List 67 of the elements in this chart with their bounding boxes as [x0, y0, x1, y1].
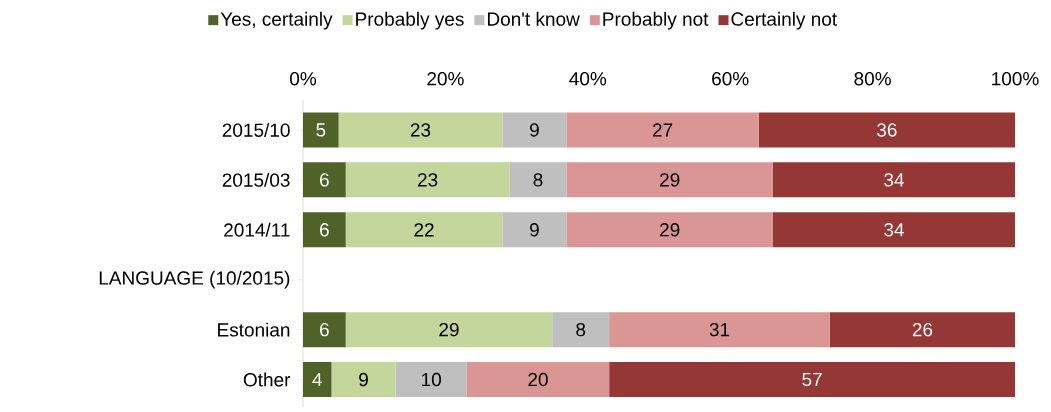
- data-label: 34: [884, 223, 904, 237]
- data-label: 23: [418, 173, 438, 187]
- data-label: 8: [576, 322, 586, 337]
- bar: [303, 162, 346, 198]
- bar: [566, 212, 773, 248]
- bar: [303, 312, 346, 348]
- data-label: 20: [528, 372, 548, 387]
- legend-label: Probably yes: [356, 11, 464, 30]
- bar: [566, 162, 773, 198]
- bar: [609, 362, 1016, 398]
- bar: [758, 112, 1016, 148]
- data-label: 29: [439, 322, 459, 337]
- data-label: 36: [877, 123, 897, 137]
- y-tick-label: Estonian: [218, 322, 290, 337]
- y-tick-label: Other: [243, 372, 291, 387]
- data-label: 10: [422, 372, 441, 387]
- data-label: 6: [320, 322, 329, 337]
- bar: [345, 162, 510, 198]
- data-label: 9: [359, 372, 368, 387]
- bar: [331, 362, 396, 398]
- x-tick-label: 20%: [427, 72, 464, 86]
- bar: [395, 362, 467, 398]
- bar: [338, 112, 503, 148]
- data-label: 6: [320, 223, 329, 237]
- bar: [303, 212, 346, 248]
- bar: [552, 312, 610, 348]
- data-label: 9: [530, 223, 539, 237]
- bar: [303, 112, 339, 148]
- legend-label: Certainly not: [731, 11, 837, 30]
- data-label: 4: [312, 373, 322, 387]
- x-tick-label: 80%: [854, 72, 891, 86]
- x-tick-label: 100%: [992, 72, 1039, 86]
- data-label: 8: [533, 173, 543, 187]
- bar: [345, 212, 503, 248]
- data-label: 26: [912, 322, 933, 337]
- bar: [509, 162, 567, 198]
- y-tick-label: 2015/03: [222, 172, 290, 187]
- data-label: 27: [652, 123, 673, 137]
- bar: [566, 112, 759, 148]
- data-label: 6: [320, 173, 329, 187]
- legend-label: Yes, certainly: [220, 11, 333, 30]
- data-label: 23: [410, 123, 431, 137]
- bar: [303, 362, 332, 398]
- data-label: 57: [802, 372, 822, 387]
- bar: [609, 312, 830, 348]
- legend-label: Don't know: [487, 11, 580, 26]
- y-tick-label: LANGUAGE (10/2015): [99, 270, 290, 289]
- data-label: 9: [530, 123, 539, 137]
- data-label: 31: [709, 322, 730, 337]
- data-label: 29: [660, 173, 680, 187]
- data-label: 5: [316, 123, 326, 137]
- bar: [829, 312, 1016, 348]
- y-tick-label: 2015/10: [222, 122, 290, 137]
- bar: [466, 362, 610, 398]
- y-tick-label: 2014/11: [224, 222, 290, 237]
- data-label: 22: [414, 223, 434, 237]
- bar: [502, 112, 567, 148]
- x-tick-label: 40%: [569, 72, 607, 86]
- bar: [345, 312, 553, 348]
- bar: [772, 212, 1016, 248]
- x-tick-label: 0%: [290, 72, 317, 86]
- data-label: 34: [884, 173, 904, 187]
- legend-label: Probably not: [603, 11, 709, 30]
- bar: [502, 212, 567, 248]
- x-tick-label: 60%: [712, 72, 749, 86]
- data-label: 29: [660, 223, 680, 237]
- bar: [772, 162, 1016, 198]
